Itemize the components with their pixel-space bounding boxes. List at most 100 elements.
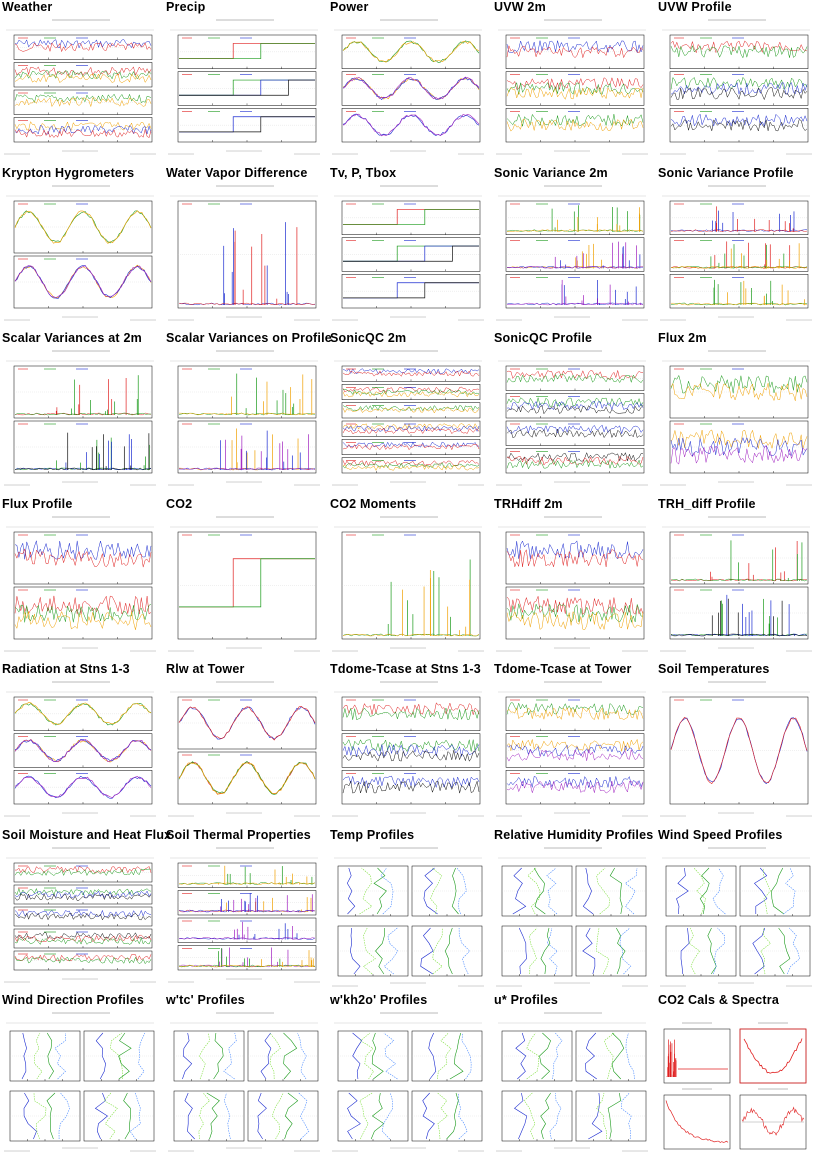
plot-image[interactable] bbox=[166, 844, 322, 988]
plot-image[interactable] bbox=[658, 513, 814, 657]
plot-thumbnail-sonic-variance-2m[interactable]: Sonic Variance 2m bbox=[492, 166, 652, 326]
plot-image[interactable] bbox=[658, 347, 814, 491]
plot-title[interactable]: Radiation at Stns 1-3 bbox=[2, 662, 130, 676]
plot-thumbnail-krypton-hygrometers[interactable]: Krypton Hygrometers bbox=[0, 166, 160, 326]
plot-title[interactable]: w'kh2o' Profiles bbox=[330, 993, 428, 1007]
plot-image[interactable] bbox=[330, 678, 486, 822]
plot-title[interactable]: Sonic Variance Profile bbox=[658, 165, 794, 180]
plot-title[interactable]: Flux 2m bbox=[658, 331, 707, 345]
plot-title[interactable]: Precip bbox=[166, 0, 206, 14]
plot-title[interactable]: Scalar Variances on Profile bbox=[166, 331, 332, 345]
plot-image[interactable] bbox=[494, 678, 650, 822]
plot-title[interactable]: UVW 2m bbox=[494, 0, 546, 14]
plot-image[interactable] bbox=[166, 16, 322, 160]
plot-title[interactable]: Flux Profile bbox=[2, 496, 73, 511]
plot-title[interactable]: Relative Humidity Profiles bbox=[494, 827, 654, 842]
plot-thumbnail-tdome-tcase-at-tower[interactable]: Tdome-Tcase at Tower bbox=[492, 662, 652, 822]
plot-image[interactable] bbox=[494, 347, 650, 491]
plot-image[interactable] bbox=[2, 844, 158, 988]
plot-title[interactable]: TRHdiff 2m bbox=[494, 496, 563, 511]
plot-thumbnail-radiation-at-stns-1-3[interactable]: Radiation at Stns 1-3 bbox=[0, 662, 160, 822]
plot-title[interactable]: Soil Thermal Properties bbox=[166, 827, 311, 842]
plot-image[interactable] bbox=[330, 182, 486, 326]
plot-thumbnail-tdome-tcase-at-stns-1-3[interactable]: Tdome-Tcase at Stns 1-3 bbox=[328, 662, 488, 822]
plot-title[interactable]: Sonic Variance 2m bbox=[494, 165, 608, 180]
plot-image[interactable] bbox=[2, 513, 158, 657]
plot-title[interactable]: Weather bbox=[2, 0, 53, 14]
plot-title[interactable]: CO2 Cals & Spectra bbox=[658, 993, 780, 1007]
plot-image[interactable] bbox=[494, 16, 650, 160]
plot-title[interactable]: Tv, P, Tbox bbox=[330, 165, 397, 180]
plot-thumbnail-co2[interactable]: CO2 bbox=[164, 497, 324, 657]
plot-image[interactable] bbox=[166, 347, 322, 491]
plot-title[interactable]: Rlw at Tower bbox=[166, 662, 245, 676]
plot-thumbnail-temp-profiles[interactable]: Temp Profiles bbox=[328, 828, 488, 988]
plot-thumbnail-water-vapor-difference[interactable]: Water Vapor Difference bbox=[164, 166, 324, 326]
plot-image[interactable] bbox=[658, 16, 814, 160]
plot-title[interactable]: Soil Temperatures bbox=[658, 662, 770, 676]
plot-image[interactable] bbox=[658, 1009, 814, 1153]
plot-thumbnail-flux-2m[interactable]: Flux 2m bbox=[656, 331, 816, 491]
plot-thumbnail-soil-moisture-and-heat-flux[interactable]: Soil Moisture and Heat Flux bbox=[0, 828, 171, 988]
plot-title[interactable]: Tdome-Tcase at Tower bbox=[494, 662, 632, 676]
plot-title[interactable]: Scalar Variances at 2m bbox=[2, 331, 142, 345]
plot-image[interactable] bbox=[658, 844, 814, 988]
plot-image[interactable] bbox=[330, 347, 486, 491]
plot-thumbnail-wind-direction-profiles[interactable]: Wind Direction Profiles bbox=[0, 993, 160, 1153]
plot-image[interactable] bbox=[330, 16, 486, 160]
plot-image[interactable] bbox=[166, 678, 322, 822]
plot-thumbnail-sonic-variance-profile[interactable]: Sonic Variance Profile bbox=[656, 166, 816, 326]
plot-thumbnail-rlw-at-tower[interactable]: Rlw at Tower bbox=[164, 662, 324, 822]
plot-image[interactable] bbox=[658, 678, 814, 822]
plot-title[interactable]: Temp Profiles bbox=[330, 827, 415, 842]
plot-thumbnail-flux-profile[interactable]: Flux Profile bbox=[0, 497, 160, 657]
plot-thumbnail-scalar-variances-at-2m[interactable]: Scalar Variances at 2m bbox=[0, 331, 160, 491]
plot-title[interactable]: Wind Speed Profiles bbox=[658, 827, 783, 842]
plot-image[interactable] bbox=[658, 182, 814, 326]
plot-thumbnail-w-tc-profiles[interactable]: w'tc' Profiles bbox=[164, 993, 324, 1153]
plot-thumbnail-w-kh2o-profiles[interactable]: w'kh2o' Profiles bbox=[328, 993, 488, 1153]
plot-thumbnail-soil-temperatures[interactable]: Soil Temperatures bbox=[656, 662, 816, 822]
plot-thumbnail-sonicqc-profile[interactable]: SonicQC Profile bbox=[492, 331, 652, 491]
plot-image[interactable] bbox=[166, 513, 322, 657]
plot-thumbnail-co2-cals-spectra[interactable]: CO2 Cals & Spectra bbox=[656, 993, 816, 1153]
plot-image[interactable] bbox=[2, 678, 158, 822]
plot-thumbnail-relative-humidity-profiles[interactable]: Relative Humidity Profiles bbox=[492, 827, 654, 988]
plot-thumbnail-scalar-variances-on-profile[interactable]: Scalar Variances on Profile bbox=[164, 331, 332, 491]
plot-image[interactable] bbox=[166, 182, 322, 326]
plot-image[interactable] bbox=[494, 513, 650, 657]
plot-image[interactable] bbox=[2, 182, 158, 326]
plot-title[interactable]: Tdome-Tcase at Stns 1-3 bbox=[330, 662, 481, 676]
plot-title[interactable]: CO2 bbox=[166, 496, 193, 511]
plot-thumbnail-sonicqc-2m[interactable]: SonicQC 2m bbox=[328, 331, 488, 491]
plot-title[interactable]: Wind Direction Profiles bbox=[2, 993, 145, 1007]
plot-image[interactable] bbox=[494, 182, 650, 326]
plot-thumbnail-power[interactable]: Power bbox=[328, 0, 488, 160]
plot-title[interactable]: Water Vapor Difference bbox=[166, 165, 308, 180]
plot-image[interactable] bbox=[166, 1009, 322, 1153]
plot-image[interactable] bbox=[330, 1009, 486, 1153]
plot-image[interactable] bbox=[2, 347, 158, 491]
plot-image[interactable] bbox=[494, 844, 650, 988]
plot-title[interactable]: Soil Moisture and Heat Flux bbox=[2, 827, 172, 842]
plot-title[interactable]: Krypton Hygrometers bbox=[2, 165, 135, 180]
plot-thumbnail-precip[interactable]: Precip bbox=[164, 0, 324, 160]
plot-thumbnail-soil-thermal-properties[interactable]: Soil Thermal Properties bbox=[164, 828, 324, 988]
plot-title[interactable]: UVW Profile bbox=[658, 0, 732, 14]
plot-title[interactable]: Power bbox=[330, 0, 369, 14]
plot-image[interactable] bbox=[2, 1009, 158, 1153]
plot-title[interactable]: u* Profiles bbox=[494, 993, 559, 1007]
plot-thumbnail-tv-p-tbox[interactable]: Tv, P, Tbox bbox=[328, 166, 488, 326]
plot-thumbnail-wind-speed-profiles[interactable]: Wind Speed Profiles bbox=[656, 828, 816, 988]
plot-title[interactable]: SonicQC 2m bbox=[330, 331, 407, 345]
plot-thumbnail-trh-diff-profile[interactable]: TRH_diff Profile bbox=[656, 497, 816, 657]
plot-thumbnail-trhdiff-2m[interactable]: TRHdiff 2m bbox=[492, 497, 652, 657]
plot-title[interactable]: SonicQC Profile bbox=[494, 331, 593, 345]
plot-image[interactable] bbox=[494, 1009, 650, 1153]
plot-title[interactable]: CO2 Moments bbox=[330, 496, 417, 511]
plot-thumbnail-u-profiles[interactable]: u* Profiles bbox=[492, 993, 652, 1153]
plot-thumbnail-co2-moments[interactable]: CO2 Moments bbox=[328, 497, 488, 657]
plot-title[interactable]: TRH_diff Profile bbox=[658, 496, 756, 511]
plot-thumbnail-uvw-profile[interactable]: UVW Profile bbox=[656, 0, 816, 160]
plot-image[interactable] bbox=[330, 844, 486, 988]
